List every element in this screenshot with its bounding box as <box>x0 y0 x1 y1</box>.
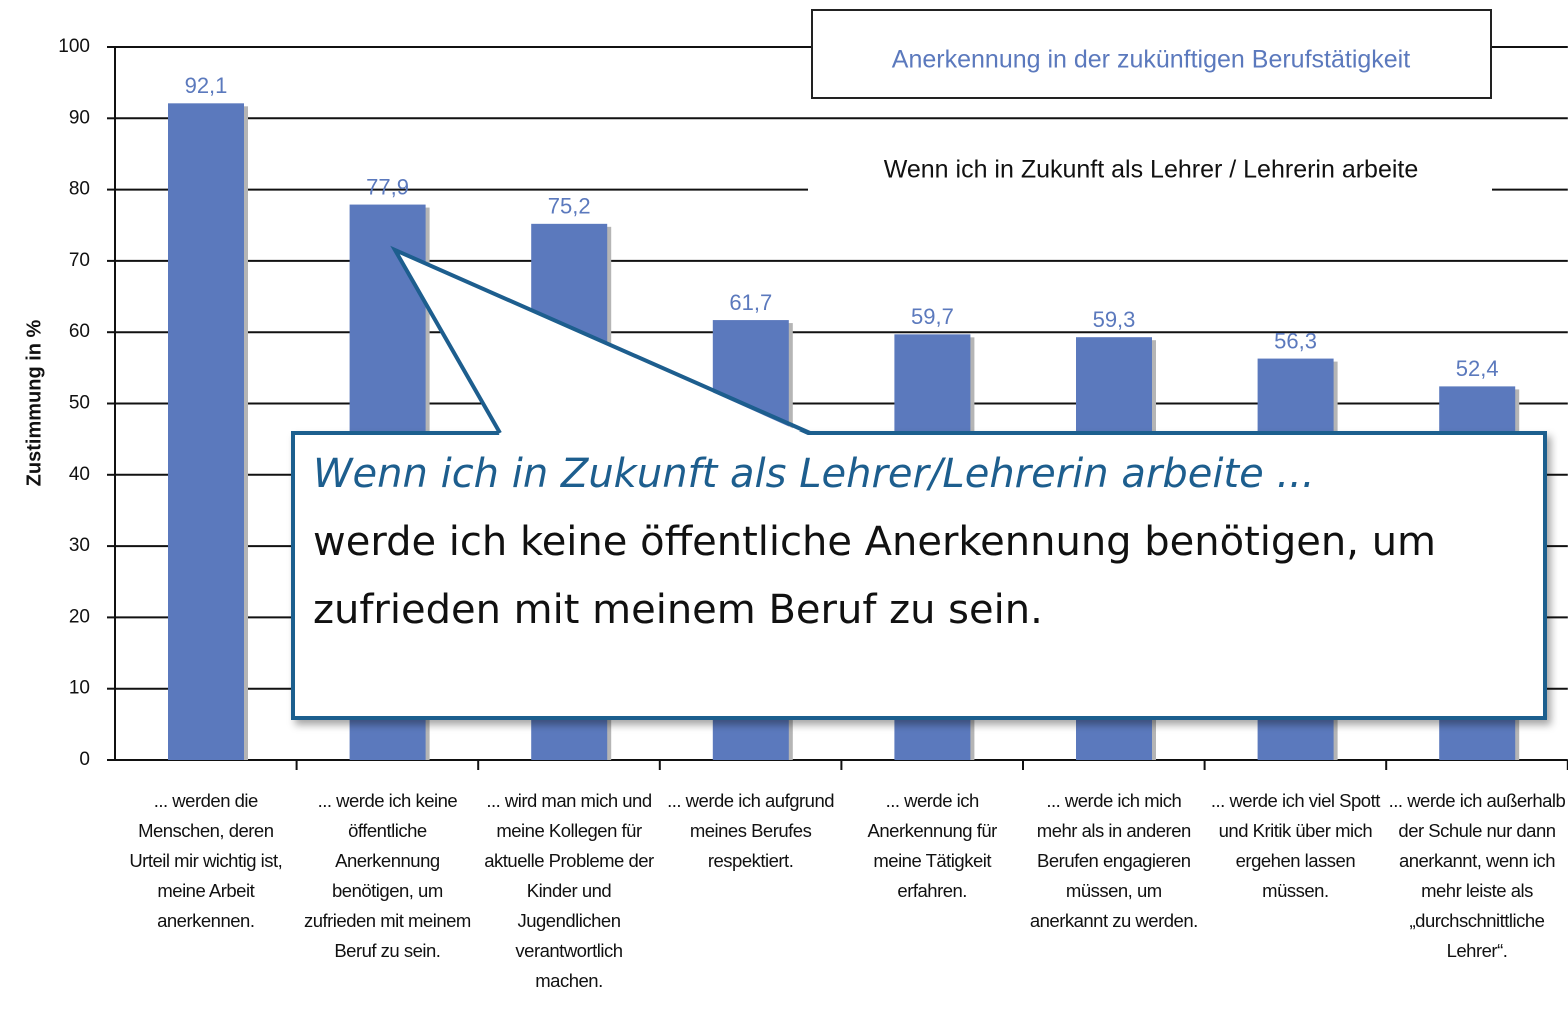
data-label: 59,3 <box>1093 307 1136 332</box>
y-tick-label: 40 <box>69 464 90 485</box>
callout-text: Wenn ich in Zukunft als Lehrer/Lehrerin … <box>313 440 1513 644</box>
data-label: 75,2 <box>548 194 591 219</box>
callout-box <box>291 431 1547 720</box>
callout <box>291 431 1547 720</box>
x-tick-label: ... werde ich Anerkennung für meine Täti… <box>867 790 998 901</box>
callout-pointer-edge <box>390 245 811 435</box>
y-tick-label: 100 <box>58 36 90 57</box>
y-tick-label: 60 <box>69 321 90 342</box>
x-tick-label: ... werde ich außerhalb der Schule nur d… <box>1388 790 1566 961</box>
y-tick-label: 0 <box>79 749 90 770</box>
subtitle-bg <box>808 150 1492 194</box>
y-tick-label: 20 <box>69 606 90 627</box>
x-tick-label: ... wird man mich und meine Kollegen für… <box>484 790 654 991</box>
y-tick-label: 70 <box>69 250 90 271</box>
data-label: 61,7 <box>729 290 772 315</box>
bar <box>168 103 244 760</box>
chart-title: Anerkennung in der zukünftigen Berufstät… <box>892 46 1410 74</box>
callout-heading: Wenn ich in Zukunft als Lehrer/Lehrerin … <box>313 451 1315 497</box>
title-box <box>811 9 1492 99</box>
x-tick-label: ... werde ich mich mehr als in anderen B… <box>1029 790 1198 931</box>
y-tick-label: 90 <box>69 107 90 128</box>
y-tick-label: 30 <box>69 535 90 556</box>
y-tick-label: 80 <box>69 179 90 200</box>
subtitle: Wenn ich in Zukunft als Lehrer / Lehreri… <box>884 156 1419 184</box>
x-tick-label: ... werde ich keine öffentliche Anerkenn… <box>303 790 471 961</box>
data-label: 59,7 <box>911 304 954 329</box>
x-tick-label: ... werde ich viel Spott und Kritik über… <box>1210 790 1380 901</box>
y-tick-label: 50 <box>69 393 90 414</box>
data-label: 92,1 <box>185 73 228 98</box>
data-label: 77,9 <box>366 174 409 199</box>
callout-body: werde ich keine öffentliche Anerkennung … <box>313 519 1437 633</box>
data-label: 52,4 <box>1456 356 1499 381</box>
x-tick-label: ... werden die Menschen, deren Urteil mi… <box>129 790 283 931</box>
data-label: 56,3 <box>1274 328 1317 353</box>
y-axis-label: Zustimmung in % <box>23 319 45 486</box>
y-tick-label: 10 <box>69 678 90 699</box>
x-tick-label: ... werde ich aufgrund meines Berufes re… <box>667 790 835 871</box>
